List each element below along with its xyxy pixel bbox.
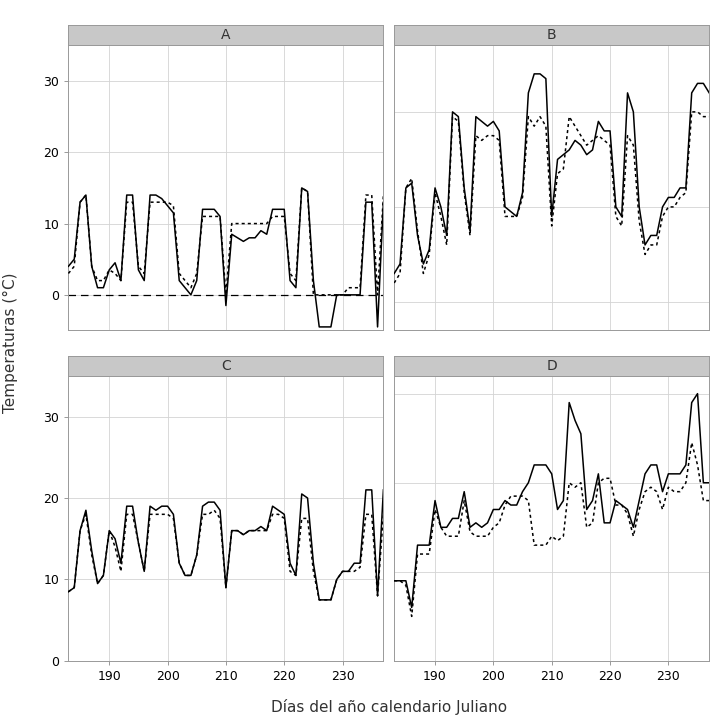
Text: Días del año calendario Juliano: Días del año calendario Juliano — [271, 699, 507, 715]
Text: C: C — [221, 359, 231, 373]
Text: Temperaturas (°C): Temperaturas (°C) — [4, 273, 18, 413]
Text: B: B — [547, 28, 557, 42]
Text: A: A — [221, 28, 230, 42]
Text: D: D — [546, 359, 557, 373]
